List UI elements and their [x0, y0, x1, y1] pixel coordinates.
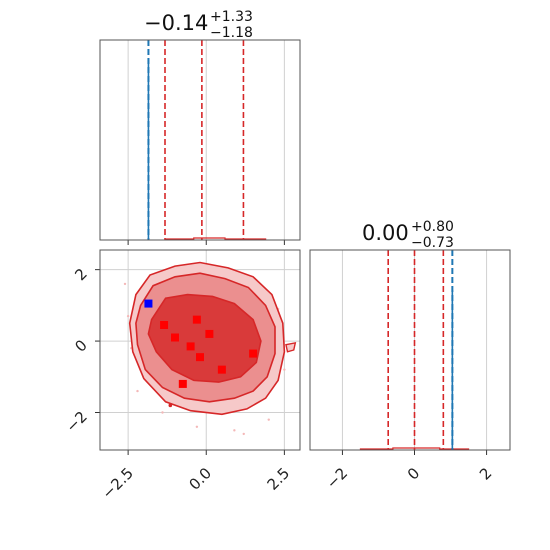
- truth-marker: [144, 299, 153, 308]
- contour-level-1: [147, 293, 262, 383]
- axes-frame: [99, 249, 301, 451]
- title-x-value: −0.14: [144, 11, 208, 35]
- sample-marker: [196, 353, 204, 362]
- sample-point: [126, 314, 130, 318]
- sample-marker: [217, 365, 226, 374]
- title-x: −0.14 +1.33 −1.18: [144, 9, 253, 41]
- contour-island: [285, 341, 297, 353]
- sample-point: [242, 432, 245, 436]
- sample-point: [161, 411, 164, 414]
- title-y-upper: +0.80: [411, 219, 454, 235]
- y-tick-label: −2: [62, 408, 90, 436]
- sample-point: [267, 418, 270, 421]
- joint-panel: −2.5 0.0 2.5 −2 0 2: [62, 249, 301, 503]
- sample-point: [283, 368, 286, 371]
- sample-point: [195, 425, 199, 428]
- title-x-upper: +1.33: [210, 9, 253, 25]
- sample-point: [136, 389, 139, 393]
- title-y-value: 0.00: [362, 221, 409, 245]
- title-x-lower: −1.18: [210, 25, 253, 41]
- sample-marker: [249, 349, 258, 358]
- title-y: 0.00 +0.80 −0.73: [362, 219, 454, 251]
- x-tick-label: −2: [323, 464, 351, 492]
- x-tick-label: −2.5: [98, 464, 136, 502]
- histogram-y: [359, 447, 470, 450]
- axes-frame: [309, 249, 511, 451]
- axes-frame: [99, 39, 301, 241]
- outlier-point: [168, 403, 173, 408]
- y-tick-label: 0: [71, 336, 90, 355]
- histogram-x: [165, 237, 267, 240]
- sample-marker: [205, 329, 214, 338]
- sample-point: [123, 282, 127, 286]
- marginal-y-panel: −2 0 2: [309, 249, 511, 492]
- x-tick-label: 2: [476, 464, 495, 483]
- sample-marker: [171, 333, 179, 342]
- x-tick-label: 2.5: [264, 464, 294, 494]
- sample-point: [233, 429, 236, 432]
- y-tick-label: 2: [71, 265, 90, 284]
- title-y-lower: −0.73: [411, 235, 454, 251]
- marginal-x-panel: [99, 39, 301, 245]
- sample-marker: [160, 321, 169, 329]
- sample-marker: [186, 342, 195, 351]
- sample-marker: [178, 379, 187, 388]
- x-tick-label: 0: [404, 464, 423, 483]
- sample-marker: [192, 315, 201, 324]
- x-tick-label: 0.0: [185, 464, 215, 494]
